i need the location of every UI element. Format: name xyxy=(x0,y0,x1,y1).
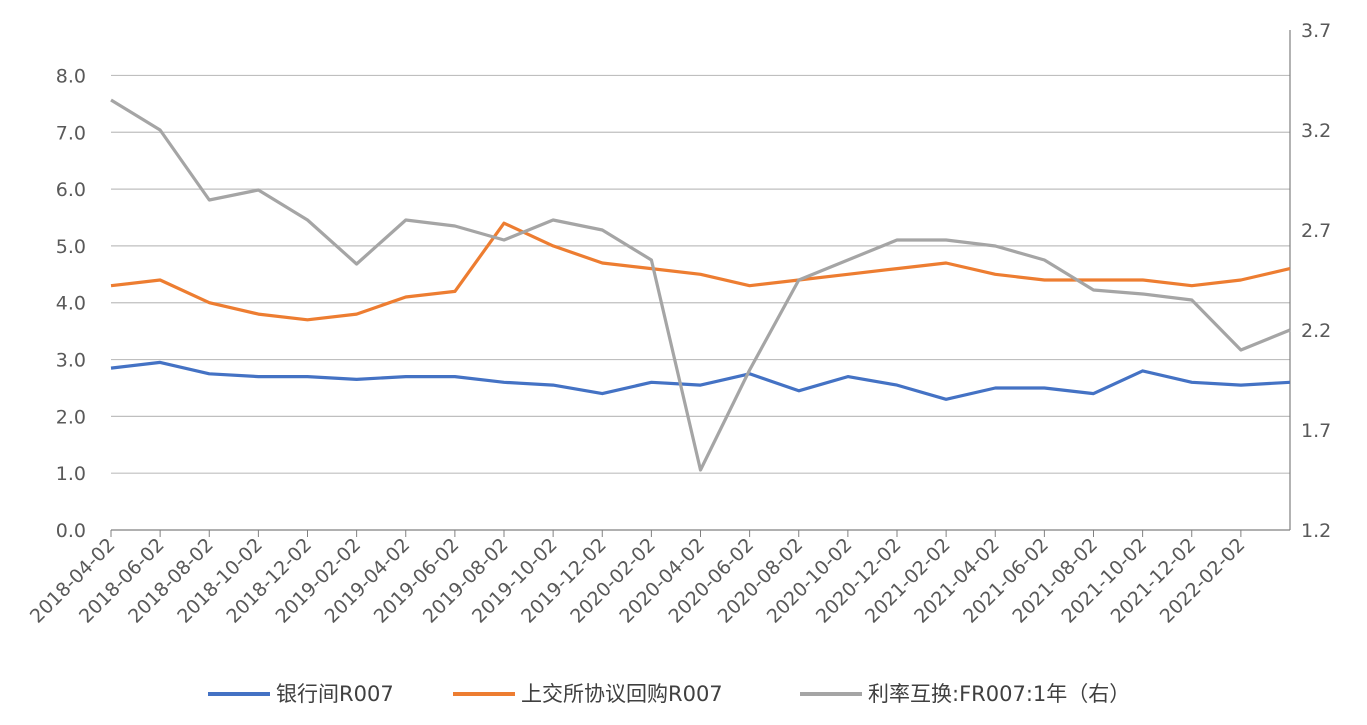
series-group xyxy=(110,98,1291,472)
y-left-tick-label: 8.0 xyxy=(56,65,86,87)
y-left-tick-label: 3.0 xyxy=(56,350,86,372)
legend-label-swap: 利率互换:FR007:1年（右） xyxy=(868,682,1130,706)
x-axis-ticks: 2018-04-022018-06-022018-08-022018-10-02… xyxy=(26,530,1249,628)
y-right-tick-label: 2.2 xyxy=(1301,320,1331,342)
series-line-3 xyxy=(110,98,1291,472)
y-right-tick-label: 3.7 xyxy=(1301,20,1331,42)
gridlines xyxy=(111,74,1290,474)
y-right-tick-label: 1.2 xyxy=(1301,520,1331,542)
y-right-tick-label: 3.2 xyxy=(1301,120,1331,142)
y-right-tick-label: 2.7 xyxy=(1301,220,1331,242)
series-line-1 xyxy=(110,360,1291,401)
legend: 银行间R007 上交所协议回购R007 利率互换:FR007:1年（右） xyxy=(208,682,1130,706)
y-left-tick-label: 0.0 xyxy=(56,520,86,542)
y-left-tick-label: 1.0 xyxy=(56,463,86,485)
y-axis-left-ticks: 0.0 1.0 2.0 3.0 4.0 5.0 6.0 7.0 8.0 xyxy=(56,65,86,542)
y-right-tick-label: 1.7 xyxy=(1301,420,1331,442)
y-left-tick-label: 6.0 xyxy=(56,179,86,201)
y-left-tick-label: 4.0 xyxy=(56,293,86,315)
y-left-tick-label: 7.0 xyxy=(56,122,86,144)
legend-label-exchange: 上交所协议回购R007 xyxy=(521,682,723,706)
y-left-tick-label: 5.0 xyxy=(56,236,86,258)
series-line-2 xyxy=(110,221,1291,322)
y-left-tick-label: 2.0 xyxy=(56,406,86,428)
legend-label-interbank: 银行间R007 xyxy=(276,682,394,706)
y-axis-right-ticks: 1.2 1.7 2.2 2.7 3.2 3.7 xyxy=(1301,20,1331,542)
